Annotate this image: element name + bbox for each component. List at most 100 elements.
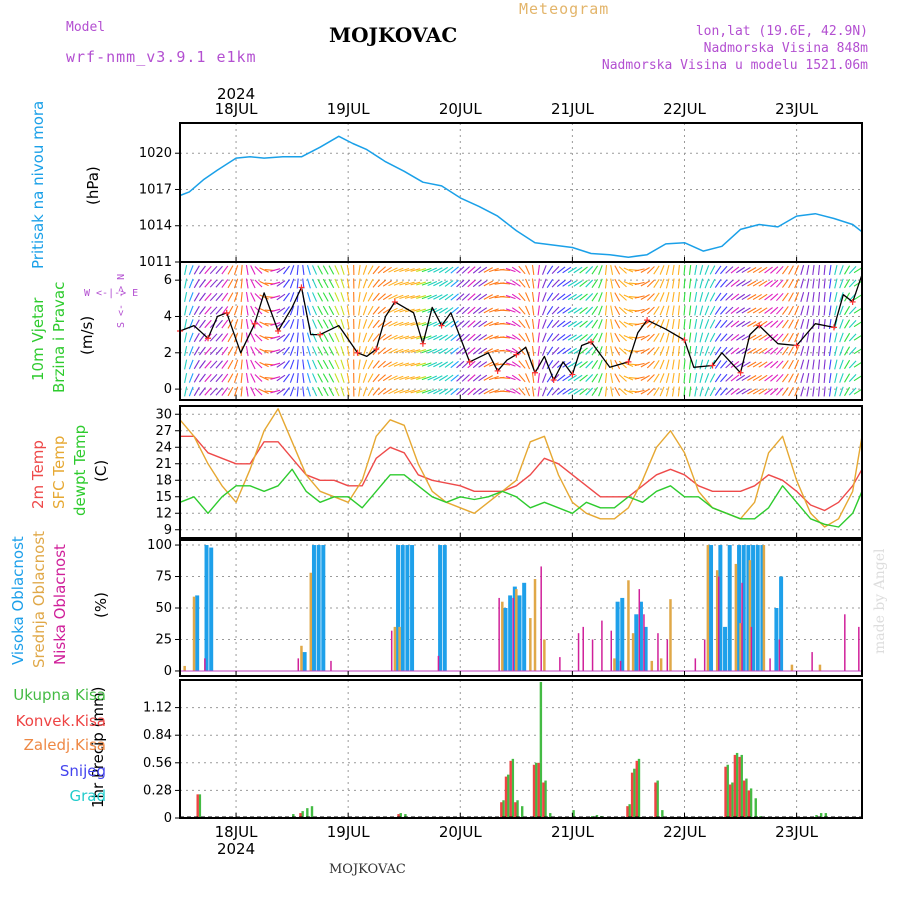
wind-arrow xyxy=(204,292,212,302)
wind-arrow xyxy=(585,333,594,342)
wind-arrow xyxy=(567,374,577,382)
wind-arrow xyxy=(699,278,704,289)
wind-gust-marker xyxy=(625,358,632,365)
wind-arrow xyxy=(450,333,459,342)
wind-arrow xyxy=(240,291,243,303)
wind-arrow xyxy=(806,345,810,357)
wind-arrow xyxy=(483,375,493,381)
wind-arrow xyxy=(404,335,415,340)
wind-arrow xyxy=(610,264,614,276)
wind-arrow xyxy=(823,332,826,343)
wind-arrow xyxy=(839,278,844,289)
wind-arrow xyxy=(505,389,516,394)
mid-cloud-bar xyxy=(650,660,654,671)
wind-arrow xyxy=(764,374,773,382)
wind-arrow xyxy=(720,373,728,383)
legend-snow: Snijeg xyxy=(59,762,106,780)
low-cloud-bar xyxy=(330,660,332,671)
wind-arrow xyxy=(562,266,572,274)
wind-arrow xyxy=(542,265,547,275)
wind-arrow xyxy=(254,320,263,328)
wind-arrow xyxy=(640,294,650,300)
wind-arrow xyxy=(367,319,374,329)
wind-arrow xyxy=(388,388,398,395)
wind-arrow xyxy=(579,293,588,301)
wind-arrow xyxy=(204,360,212,369)
wind-arrow xyxy=(289,292,295,302)
wind-arrow xyxy=(848,279,857,288)
wind-arrow xyxy=(736,374,746,382)
wind-arrow xyxy=(259,267,269,273)
wind-arrow xyxy=(221,279,229,288)
wind-arrow xyxy=(372,360,380,369)
wind-arrow xyxy=(646,320,655,328)
wind-arrow xyxy=(322,359,329,370)
wind-arrow xyxy=(340,359,345,370)
wind-arrow xyxy=(478,347,488,355)
wind-arrow xyxy=(671,278,675,289)
wind-arrow xyxy=(598,278,603,289)
wind-arrow xyxy=(634,362,645,367)
wind-arrow xyxy=(421,348,432,354)
mid-cloud-bar xyxy=(818,664,822,671)
wind-arrow xyxy=(483,334,493,341)
wind-arrow xyxy=(579,266,588,274)
lonlat-label: lon,lat (19.6E, 42.9N) xyxy=(695,24,868,39)
wind-arrow xyxy=(591,292,599,302)
wind-arrow xyxy=(614,332,621,343)
wind-arrow xyxy=(399,267,410,273)
wind-arrow xyxy=(747,294,757,300)
wind-arrow xyxy=(328,265,335,275)
wind-arrow xyxy=(720,319,728,329)
wind-arrow xyxy=(573,280,583,287)
wind-arrow xyxy=(709,292,716,302)
wind-arrow xyxy=(511,361,521,368)
wind-arrow xyxy=(388,294,398,300)
wind-arrow xyxy=(844,305,851,316)
wind-arrow xyxy=(699,386,704,397)
wind-arrow xyxy=(461,279,470,288)
wind-arrow xyxy=(665,359,670,370)
total-rain-bar xyxy=(749,788,753,818)
wind-arrow xyxy=(683,359,686,370)
high-cloud-bar xyxy=(751,545,756,671)
wind-arrow xyxy=(346,372,350,384)
wind-arrow xyxy=(688,305,692,316)
high-cloud-bar xyxy=(442,545,447,671)
high-cloud-bar xyxy=(438,545,443,671)
wind-arrow xyxy=(782,360,789,369)
wind-arrow xyxy=(433,267,443,273)
wind-arrow xyxy=(525,305,531,316)
wind-arrow xyxy=(322,319,329,329)
convective-rain-bar xyxy=(504,776,508,818)
wind-arrow xyxy=(806,318,810,330)
y-tick-label: 100 xyxy=(147,538,172,553)
wind-arrow xyxy=(198,360,206,369)
wind-arrow xyxy=(752,293,762,301)
wind-arrow xyxy=(782,265,789,275)
wind-arrow xyxy=(511,280,521,287)
wind-arrow xyxy=(610,291,614,303)
y-tick-label: 1011 xyxy=(139,255,172,270)
wind-arrow xyxy=(358,359,361,370)
wind-arrow xyxy=(709,346,716,356)
mid-cloud-bar xyxy=(748,560,752,671)
y-tick-label: 15 xyxy=(155,490,172,505)
wind-arrow xyxy=(736,266,746,274)
wind-arrow xyxy=(665,292,670,302)
wind-arrow xyxy=(634,322,645,326)
wind-arrow xyxy=(478,307,488,314)
wind-arrow xyxy=(671,264,675,276)
convective-rain-bar xyxy=(514,802,517,818)
wind-arrow xyxy=(328,332,335,343)
wind-gust-marker xyxy=(317,331,324,338)
wind-gust-marker xyxy=(466,358,473,365)
wind-arrow xyxy=(546,387,554,396)
wind-arrow xyxy=(653,279,660,288)
wind-arrow xyxy=(671,359,675,370)
wind-arrow xyxy=(834,373,838,383)
mid-cloud-bar xyxy=(734,563,738,671)
low-cloud-bar xyxy=(811,652,813,671)
wind-arrow xyxy=(714,319,722,329)
wind-arrow xyxy=(254,333,263,342)
